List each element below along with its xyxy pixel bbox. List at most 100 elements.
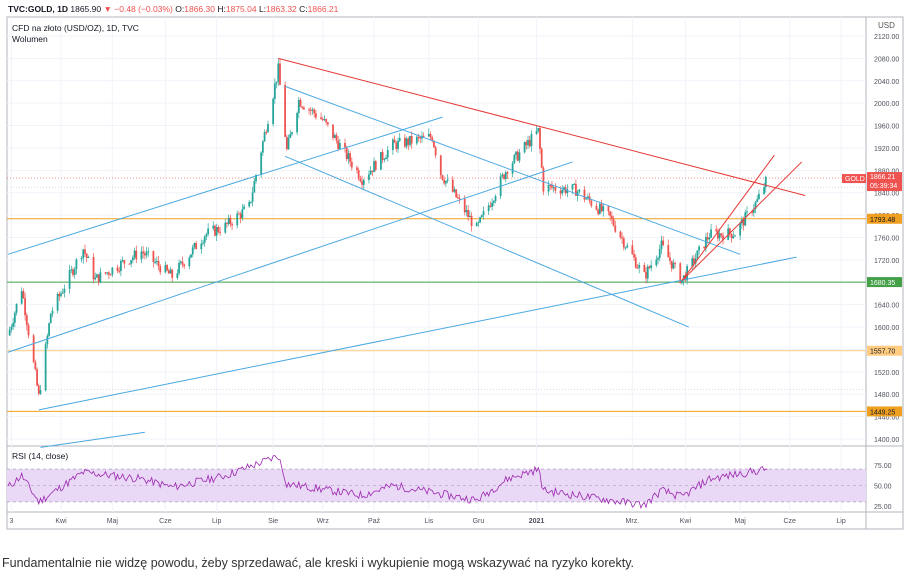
candle-body bbox=[75, 259, 78, 270]
candle-body bbox=[515, 151, 517, 155]
candle-body bbox=[646, 266, 649, 279]
candle-body bbox=[347, 153, 350, 160]
candle-body bbox=[573, 183, 576, 185]
channel-trendline bbox=[40, 431, 145, 448]
candle-body bbox=[205, 234, 208, 237]
x-tick-label: Lis bbox=[424, 518, 433, 525]
candle-body bbox=[297, 99, 300, 114]
y-tick-label: 2080.00 bbox=[874, 56, 899, 63]
candle-body bbox=[267, 124, 269, 133]
candle-body bbox=[200, 243, 203, 250]
y-tick-label: 1400.00 bbox=[874, 437, 899, 444]
candle-body bbox=[662, 240, 665, 246]
y-tick-label: 2120.00 bbox=[874, 34, 899, 41]
candle-body bbox=[710, 229, 712, 238]
candle-body bbox=[575, 183, 577, 196]
candle-body bbox=[422, 135, 425, 137]
y-tick-label: 1520.00 bbox=[874, 370, 899, 377]
candle-body bbox=[356, 167, 358, 170]
candle-body bbox=[178, 262, 180, 274]
channel-trendline bbox=[38, 256, 797, 411]
candle-body bbox=[681, 280, 683, 283]
candle-body bbox=[116, 267, 119, 271]
candle-body bbox=[708, 237, 711, 240]
candle-body bbox=[349, 153, 352, 162]
candle-body bbox=[643, 264, 646, 273]
y-tick-label: 1480.00 bbox=[874, 392, 899, 399]
volume-label[interactable]: Wolumen bbox=[12, 34, 48, 44]
candle-body bbox=[250, 201, 252, 203]
open-value: 1866.30 bbox=[184, 4, 215, 14]
x-tick-label: Gru bbox=[473, 518, 485, 525]
candle-body bbox=[716, 231, 719, 239]
candle-body bbox=[61, 292, 64, 294]
y-tick-label: 2040.00 bbox=[874, 79, 899, 86]
level-tag-label: 1793.48 bbox=[870, 217, 895, 224]
candle-body bbox=[636, 267, 639, 269]
candle-body bbox=[87, 257, 90, 259]
caption-text: Fundamentalnie nie widzę powodu, żeby sp… bbox=[2, 556, 635, 570]
candle-body bbox=[273, 83, 276, 99]
candle-body bbox=[492, 201, 495, 203]
candle-body bbox=[215, 227, 218, 236]
candle-body bbox=[696, 250, 699, 259]
candle-body bbox=[133, 250, 136, 258]
candle-body bbox=[106, 272, 109, 274]
candle-body bbox=[398, 137, 401, 141]
candle-body bbox=[167, 270, 170, 274]
candle-body bbox=[166, 265, 168, 271]
countdown-label: 05:39:34 bbox=[870, 183, 897, 190]
x-tick-label: Wrz bbox=[317, 518, 330, 525]
candle-body bbox=[441, 175, 444, 180]
candle-body bbox=[590, 200, 593, 206]
last-price-tag bbox=[867, 172, 902, 192]
candle-body bbox=[715, 229, 718, 232]
candle-body bbox=[332, 124, 334, 138]
candle-body bbox=[439, 155, 442, 176]
candle-body bbox=[229, 217, 232, 225]
candle-body bbox=[238, 213, 240, 215]
candle-body bbox=[39, 390, 42, 394]
candle-body bbox=[253, 181, 256, 193]
candle-body bbox=[48, 323, 50, 336]
candle-body bbox=[128, 263, 131, 265]
candle-body bbox=[578, 189, 581, 192]
candle-body bbox=[513, 154, 516, 164]
candle-body bbox=[691, 258, 694, 267]
candle-body bbox=[108, 272, 110, 275]
candle-body bbox=[15, 303, 18, 313]
change-value: −0.48 (−0.03%) bbox=[114, 4, 173, 14]
candle-body bbox=[693, 258, 695, 264]
candle-body bbox=[289, 134, 292, 139]
candle-body bbox=[694, 258, 697, 264]
candle-body bbox=[224, 222, 227, 233]
candle-body bbox=[287, 138, 290, 150]
candle-body bbox=[272, 98, 275, 125]
candle-body bbox=[468, 215, 471, 218]
candle-body bbox=[525, 142, 528, 146]
candle-body bbox=[456, 197, 459, 199]
candle-body bbox=[97, 274, 100, 283]
candle-body bbox=[527, 140, 529, 146]
rsi-tick-label: 75.00 bbox=[874, 463, 892, 470]
x-tick-label: Lip bbox=[212, 518, 221, 525]
x-tick-label: Kwi bbox=[55, 518, 67, 525]
candle-body bbox=[405, 138, 408, 147]
x-tick-label: Maj bbox=[107, 518, 119, 525]
candle-body bbox=[27, 325, 30, 336]
level-tag bbox=[867, 277, 902, 288]
candle-body bbox=[118, 270, 121, 272]
last-price: 1865.90 bbox=[70, 4, 102, 14]
candle-body bbox=[56, 293, 59, 311]
y-tick-label: 1920.00 bbox=[874, 146, 899, 153]
candle-body bbox=[99, 272, 102, 283]
candle-body bbox=[313, 109, 316, 114]
candle-body bbox=[369, 170, 372, 175]
close-value: 1866.21 bbox=[307, 4, 339, 14]
candle-body bbox=[46, 335, 49, 345]
rsi-label[interactable]: RSI (14, close) bbox=[12, 451, 69, 461]
candle-body bbox=[463, 198, 466, 213]
ticker-tag bbox=[842, 174, 866, 184]
candle-body bbox=[217, 227, 220, 232]
